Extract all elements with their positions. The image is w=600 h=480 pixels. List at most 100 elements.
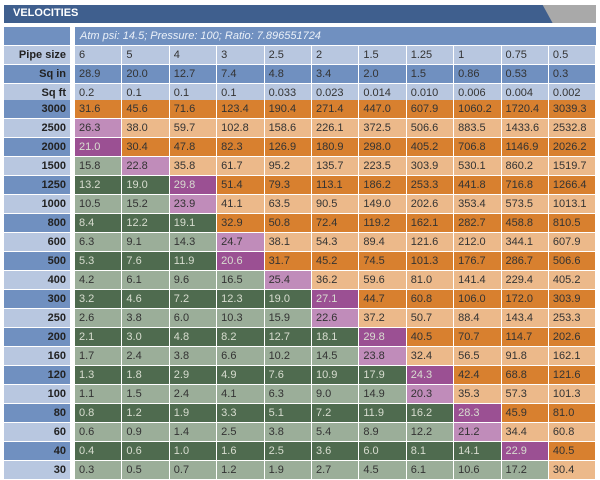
table-cell: 5.3 [75,252,122,270]
table-cell: 3.8 [122,309,169,327]
table-cell: 11.9 [359,404,406,422]
table-cell: 29.8 [359,328,406,346]
table-cell: 15.2 [122,195,169,213]
table-cell: 54.3 [311,233,359,251]
table-cell: 180.9 [311,138,359,156]
table-cell: 458.8 [501,214,548,232]
table-cell: 41.1 [217,195,264,213]
title-tab-decoration [542,5,596,23]
table-cell: 42.4 [454,366,501,384]
table-cell: 61.7 [217,157,264,175]
table-cell: 162.1 [406,214,454,232]
table-row: 2000 21.0 30.4 47.8 82.3 126.9 180.9 298.0 405.2… [4,138,596,156]
table-cell: 716.8 [501,176,548,194]
table-cell: 1433.6 [501,119,548,137]
table-cell: 5.1 [264,404,311,422]
table-cell: 71.6 [169,100,217,118]
table-cell: 30.4 [122,138,169,156]
table-cell: 63.5 [264,195,311,213]
table-cell: 344.1 [501,233,548,251]
table-cell: 2.7 [311,461,359,479]
table-cell: 1.1 [75,385,122,403]
table-cell: 24.7 [217,233,264,251]
table-cell: 6.1 [406,461,454,479]
table-cell: 0.7 [169,461,217,479]
table-cell: 372.5 [359,119,406,137]
table-cell: 20.3 [406,385,454,403]
table-cell: 135.7 [311,157,359,175]
table-cell: 1.5 [406,65,454,83]
table-cell: 607.9 [406,100,454,118]
table-cell: 143.4 [501,309,548,327]
table-cell: 706.8 [454,138,501,156]
row-label: Sq ft [4,84,70,102]
table-cell: 102.8 [217,119,264,137]
table-cell: 226.1 [311,119,359,137]
table-cell: 0.9 [122,423,169,441]
table-cell: 2.6 [75,309,122,327]
table-cell: 45.9 [501,404,548,422]
table-cell: 23.8 [359,347,406,365]
table-cell: 68.8 [501,366,548,384]
table-cell: 13.2 [75,176,122,194]
table-cell: 4 [169,46,217,64]
table-cell: 37.2 [359,309,406,327]
table-cell: 38.0 [122,119,169,137]
table-cell: 6.0 [359,442,406,460]
table-cell: 44.7 [359,290,406,308]
row-label: 40 [4,442,70,460]
panel-title: VELOCITIES [13,7,79,19]
table-cell: 35.8 [169,157,217,175]
row-label: 1250 [4,176,70,194]
table-row: 1000 10.5 15.2 23.9 41.1 63.5 90.5 149.0 202.6 35… [4,195,596,213]
row-label: 3000 [4,100,70,118]
table-cell: 6.0 [169,309,217,327]
table-cell: 6.3 [264,385,311,403]
row-label: 120 [4,366,70,384]
subtitle-row-label [4,27,70,45]
table-cell: 60.8 [406,290,454,308]
table-cell: 212.0 [454,233,501,251]
table-cell: 4.6 [122,290,169,308]
table-cell: 119.2 [359,214,406,232]
table-cell: 2532.8 [548,119,596,137]
table-cell: 20.6 [217,252,264,270]
table-cell: 90.5 [311,195,359,213]
table-cell: 34.4 [501,423,548,441]
table-cell: 303.9 [548,290,596,308]
table-cell: 32.9 [217,214,264,232]
table-cell: 123.4 [217,100,264,118]
table-cell: 1.0 [169,442,217,460]
table-cell: 0.3 [75,461,122,479]
table-cell: 7.2 [311,404,359,422]
table-cell: 229.4 [501,271,548,289]
table-cell: 1.2 [122,404,169,422]
table-row: Sq ft 0.2 0.1 0.1 0.1 0.033 0.023 0.014 0.010 0.0… [4,84,596,102]
table-cell: 223.5 [359,157,406,175]
table-cell: 121.6 [406,233,454,251]
table-cell: 10.9 [311,366,359,384]
subtitle-row: Atm psi: 14.5; Pressure: 100; Ratio: 7.8… [4,27,596,45]
table-cell: 7.6 [264,366,311,384]
table-cell: 271.4 [311,100,359,118]
table-cell: 1.6 [217,442,264,460]
table-cell: 28.3 [454,404,501,422]
table-cell: 45.6 [122,100,169,118]
table-row: 250 2.6 3.8 6.0 10.3 15.9 22.6 37.2 50.7 88.4 143.… [4,309,596,327]
row-label: 800 [4,214,70,232]
table-cell: 4.1 [217,385,264,403]
table-cell: 89.4 [359,233,406,251]
table-cell: 2.9 [169,366,217,384]
table-cell: 573.5 [501,195,548,213]
table-cell: 7.2 [169,290,217,308]
table-cell: 9.0 [311,385,359,403]
table-cell: 3.8 [264,423,311,441]
table-cell: 79.3 [264,176,311,194]
table-cell: 441.8 [454,176,501,194]
table-cell: 149.0 [359,195,406,213]
table-cell: 38.1 [264,233,311,251]
table-cell: 0.002 [548,84,596,102]
table-cell: 126.9 [264,138,311,156]
table-cell: 8.4 [75,214,122,232]
table-row: 500 5.3 7.6 11.9 20.6 31.7 45.2 74.5 101.3 176.7 2… [4,252,596,270]
